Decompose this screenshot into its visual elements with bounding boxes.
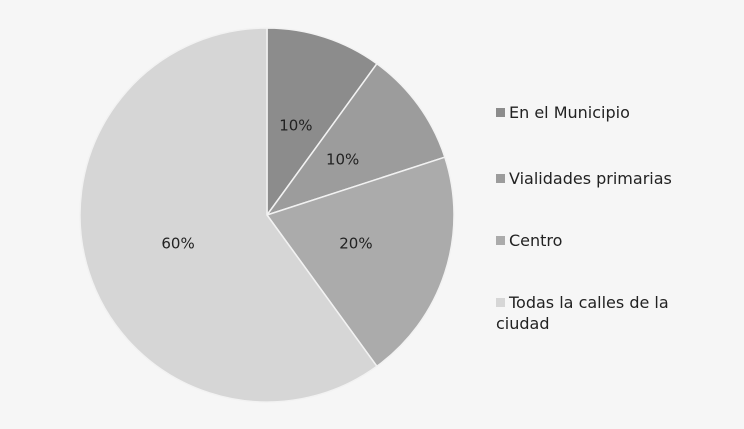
pie-slice xyxy=(266,27,378,218)
pie-slice xyxy=(79,27,378,403)
legend-label: En el Municipio xyxy=(509,103,630,122)
legend-swatch xyxy=(496,236,505,245)
legend-swatch xyxy=(496,108,505,117)
legend-swatch xyxy=(496,174,505,183)
legend-label: Todas la calles de la ciudad xyxy=(496,293,669,333)
legend-item: Todas la calles de la ciudad xyxy=(496,292,696,334)
legend-swatch xyxy=(496,298,505,307)
legend-label: Centro xyxy=(509,231,563,250)
pie-slice xyxy=(265,62,446,217)
legend-item: En el Municipio xyxy=(496,102,696,123)
pie-slice xyxy=(265,156,455,368)
legend-item: Centro xyxy=(496,230,696,251)
data-label: 10% xyxy=(326,151,359,169)
data-label: 20% xyxy=(339,234,372,252)
data-label: 60% xyxy=(161,234,194,252)
data-label: 10% xyxy=(279,117,312,135)
legend-label: Vialidades primarias xyxy=(509,169,672,188)
legend-item: Vialidades primarias xyxy=(496,168,696,189)
